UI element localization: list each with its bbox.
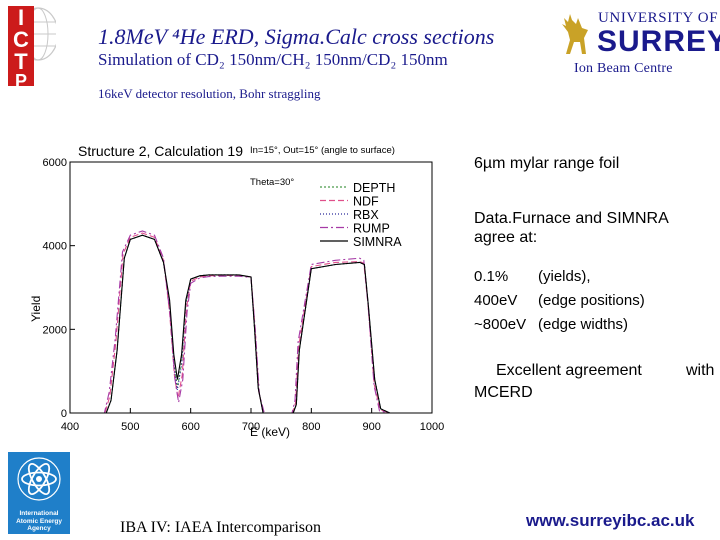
x-tick-label: 900: [362, 421, 380, 433]
atom-icon: [17, 457, 61, 501]
mcerd-line: MCERD: [474, 384, 533, 401]
erd-chart: 400 500 600 700 800 900 1000 0 2000 4000 6000 Stru…: [29, 143, 444, 439]
x-axis-label: E (keV): [250, 425, 290, 439]
plot-frame: [69, 161, 433, 414]
agree-intro: Data.Furnace and SIMNRA agree at:: [474, 210, 668, 246]
iaea-logo: International Atomic Energy Agency: [8, 452, 70, 534]
x-tick-label: 800: [302, 421, 320, 433]
agreement-value: 0.1%: [474, 268, 509, 285]
foil-note: 6µm mylar range foil: [474, 155, 620, 172]
iaea-logo-text: International Atomic Energy Agency: [16, 510, 62, 532]
y-tick-label: 4000: [43, 241, 67, 253]
page-title: 1.8MeV ⁴He ERD, Sigma.Calc cross section…: [98, 24, 495, 49]
detector-note: 16keV detector resolution, Bohr straggli…: [98, 86, 321, 101]
series-line-rump: [70, 230, 432, 413]
legend-label: SIMNRA: [353, 235, 402, 249]
y-tick-label: 0: [61, 408, 67, 420]
angle-annotation: In=15°, Out=15° (angle to surface): [250, 145, 395, 156]
x-tick-label: 1000: [420, 421, 444, 433]
mcerd-with: with: [686, 362, 715, 379]
footer-conference: IBA IV: IAEA Intercomparison: [120, 519, 321, 536]
legend-label: RUMP: [353, 222, 390, 236]
surrey-stag-icon: [556, 10, 594, 58]
agreement-desc: (edge widths): [538, 316, 629, 333]
y-tick-label: 6000: [43, 157, 67, 169]
y-tick-label: 2000: [43, 324, 67, 336]
theta-annotation: Theta=30°: [250, 177, 294, 188]
page-subtitle: Simulation of CD₂ 150nm/CH₂ 150nm/CD₂ 15…: [98, 50, 448, 69]
ictp-letter: I: [8, 6, 34, 30]
mcerd-line: Excellent agreement: [496, 362, 642, 379]
x-tick-label: 600: [181, 421, 199, 433]
ictp-logo: I C T P: [0, 0, 60, 86]
x-tick-label: 700: [242, 421, 260, 433]
agreement-value: 400eV: [474, 292, 518, 309]
x-tick-label: 500: [121, 421, 139, 433]
university-of-label: UNIVERSITY OF: [598, 10, 719, 26]
agreement-value: ~800eV: [474, 316, 527, 333]
legend-label: RBX: [353, 208, 379, 222]
chart-panel: 400 500 600 700 800 900 1000 0 2000 4000 6000 Stru…: [2, 140, 452, 442]
legend-label: NDF: [353, 195, 379, 209]
chart-title: Structure 2, Calculation 19: [78, 143, 243, 159]
ictp-letter: P: [8, 72, 34, 86]
y-axis-label: Yield: [29, 296, 43, 322]
university-name: SURREY: [597, 25, 720, 58]
ictp-letter: T: [8, 50, 34, 74]
legend-label: DEPTH: [353, 181, 395, 195]
ion-beam-centre-label: Ion Beam Centre: [574, 61, 673, 76]
ictp-letter: C: [8, 28, 34, 52]
agreement-desc: (edge positions): [538, 292, 645, 309]
agreement-desc: (yields),: [538, 268, 591, 285]
website-link[interactable]: www.surreyibc.ac.uk: [526, 511, 695, 530]
x-tick-label: 400: [61, 421, 79, 433]
series-line-simnra: [70, 234, 432, 413]
